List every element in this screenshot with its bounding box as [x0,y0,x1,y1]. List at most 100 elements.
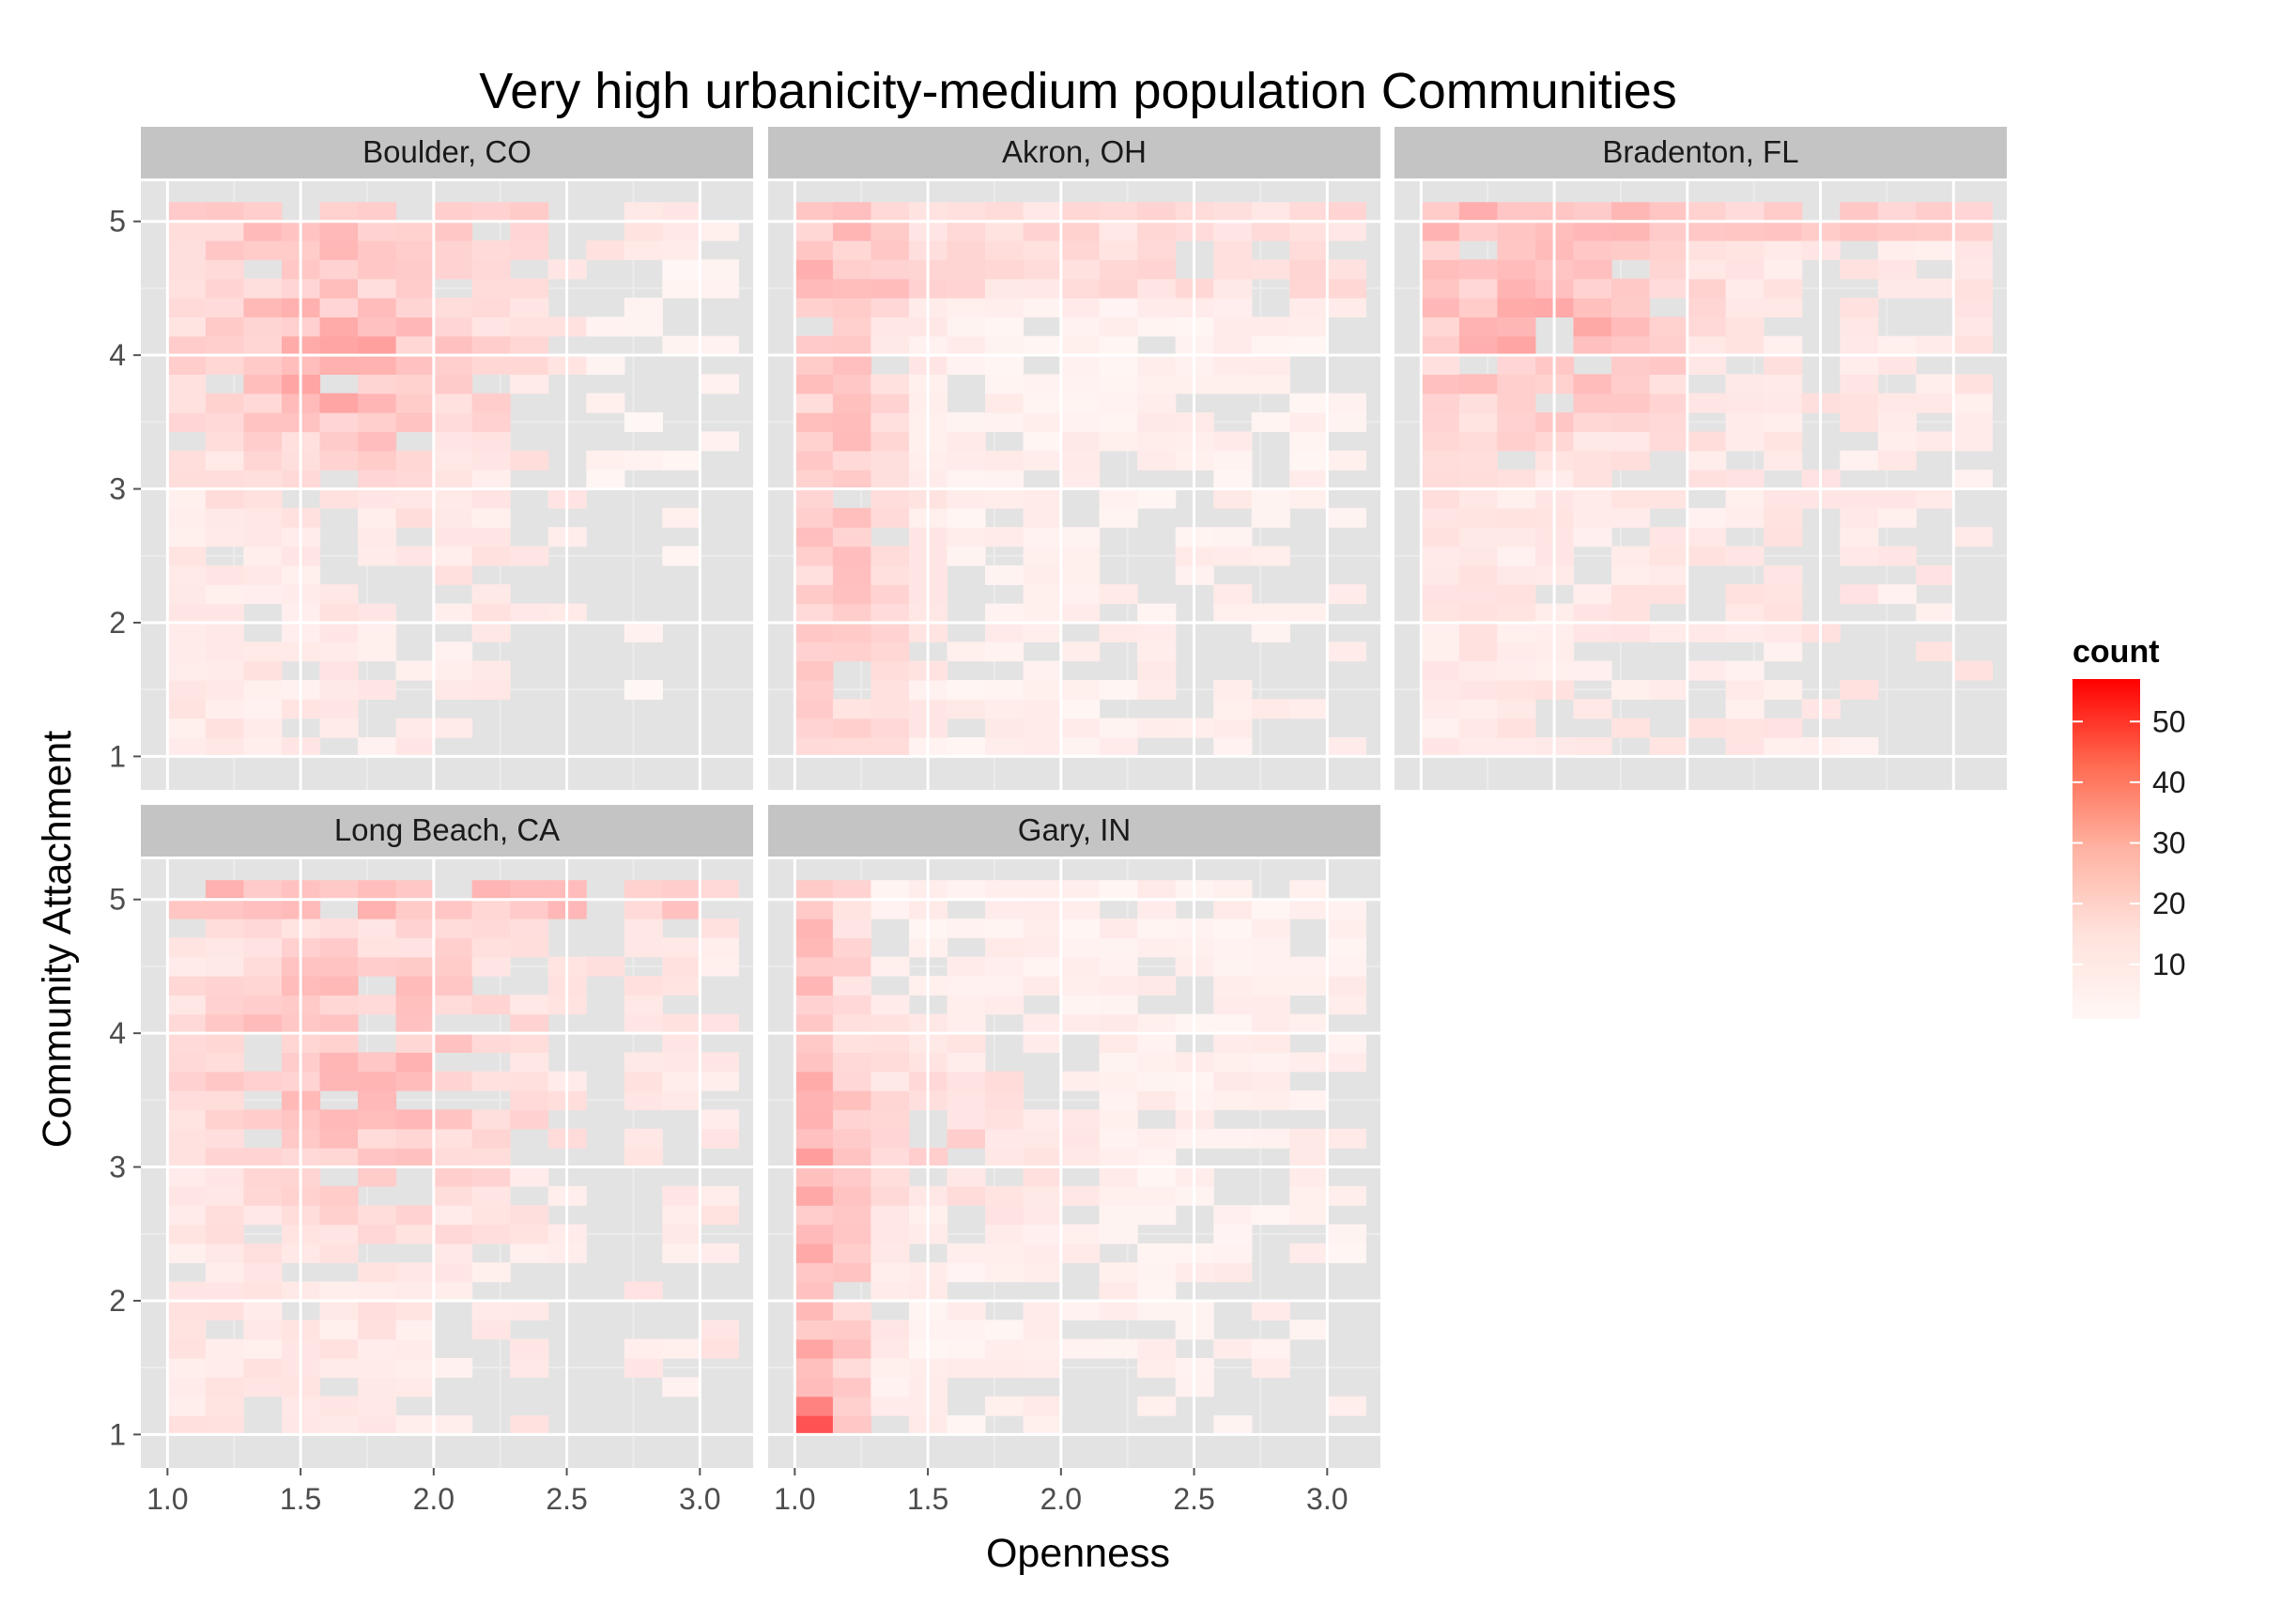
heatmap-cell [1611,202,1651,223]
heatmap-cell [1213,1071,1253,1091]
heatmap-cell [871,1358,910,1378]
heatmap-cell [1916,603,1955,624]
heatmap-cell [1137,1033,1177,1053]
heatmap-cell [1764,622,1803,642]
heatmap-cell [1764,584,1803,605]
heatmap-cell [510,995,549,1015]
heatmap-cell [1764,507,1803,528]
heatmap-cell [243,1377,283,1398]
heatmap-cell [794,976,834,996]
heatmap-cell [1649,278,1688,299]
heatmap-cell [167,1090,207,1111]
heatmap-cell [1421,393,1460,413]
facet-strip-label: Boulder, CO [362,134,532,169]
heatmap-cell [395,450,435,471]
heatmap-cell [434,564,473,585]
heatmap-cell [832,1243,871,1263]
heatmap-cell [871,298,910,317]
heatmap-cell [624,1052,663,1073]
heatmap-cell [358,1377,397,1398]
heatmap-cell [794,718,834,738]
heatmap-cell [167,317,207,337]
heatmap-cell [832,221,871,241]
heatmap-cell [434,317,473,337]
heatmap-cell [1421,259,1460,280]
heatmap-cell [205,622,244,642]
heatmap-cell [794,1052,834,1073]
heatmap-cell [358,603,397,624]
legend-title: count [2073,634,2160,670]
heatmap-cell [832,1052,871,1073]
heatmap-cell [1289,431,1329,452]
heatmap-cell [871,899,910,919]
heatmap-cell [1023,412,1062,433]
heatmap-cell [434,1415,473,1435]
heatmap-cell [832,1148,871,1168]
heatmap-cell [1649,564,1688,585]
heatmap-cell [471,202,511,223]
heatmap-cell [1327,641,1366,662]
heatmap-cell [1289,393,1329,413]
heatmap-cell [947,431,986,452]
heatmap-cell [1023,1243,1062,1263]
x-tick-label: 1.5 [907,1482,948,1516]
heatmap-cell [871,956,910,977]
heatmap-cell [167,412,207,433]
heatmap-cell [243,899,283,919]
heatmap-cell [1061,546,1101,566]
heatmap-cell [1725,431,1764,452]
heatmap-cell [1764,564,1803,585]
heatmap-cell [832,1224,871,1244]
heatmap-cell [1099,1166,1138,1187]
heatmap-cell [832,259,871,280]
heatmap-cell [1061,431,1101,452]
facet-strip [768,127,1380,178]
heatmap-cell [1840,393,1879,413]
heatmap-cell [1099,737,1138,757]
heatmap-cell [395,317,435,337]
heatmap-cell [794,278,834,299]
heatmap-cell [624,1281,663,1302]
heatmap-cell [832,393,871,413]
heatmap-cell [1061,880,1101,901]
heatmap-cell [1649,527,1688,548]
heatmap-cell [395,899,435,919]
heatmap-cell [871,239,910,260]
heatmap-cell [1137,680,1177,700]
heatmap-cell [1327,956,1366,977]
heatmap-cell [1764,335,1803,356]
heatmap-cell [1061,259,1101,280]
heatmap-cell [1023,507,1062,528]
heatmap-cell [1213,374,1253,394]
heatmap-cell [1725,278,1764,299]
heatmap-cell [947,737,986,757]
heatmap-cell [358,470,397,490]
heatmap-cell [1649,680,1688,700]
heatmap-cell [395,1071,435,1091]
heatmap-cell [167,937,207,958]
heatmap-cell [1099,317,1138,337]
heatmap-cell [1611,355,1651,375]
heatmap-cell [205,335,244,356]
heatmap-cell [1137,660,1177,681]
heatmap-cell [205,527,244,548]
heatmap-cell [1649,737,1688,757]
heatmap-cell [1327,899,1366,919]
heatmap-cell [700,1052,739,1073]
heatmap-cell [1327,450,1366,471]
heatmap-cell [319,355,359,375]
heatmap-cell [319,1300,359,1320]
heatmap-cell [1099,298,1138,317]
heatmap-cell [794,641,834,662]
heatmap-cell [1649,335,1688,356]
heatmap-cell [1213,355,1253,375]
heatmap-cell [985,1090,1025,1111]
heatmap-cell [1099,1262,1138,1283]
heatmap-cell [1327,507,1366,528]
heatmap-cell [662,239,701,260]
heatmap-cell [1725,259,1764,280]
heatmap-cell [1213,956,1253,977]
heatmap-cell [1023,880,1062,901]
heatmap-cell [985,641,1025,662]
heatmap-cell [794,1090,834,1111]
